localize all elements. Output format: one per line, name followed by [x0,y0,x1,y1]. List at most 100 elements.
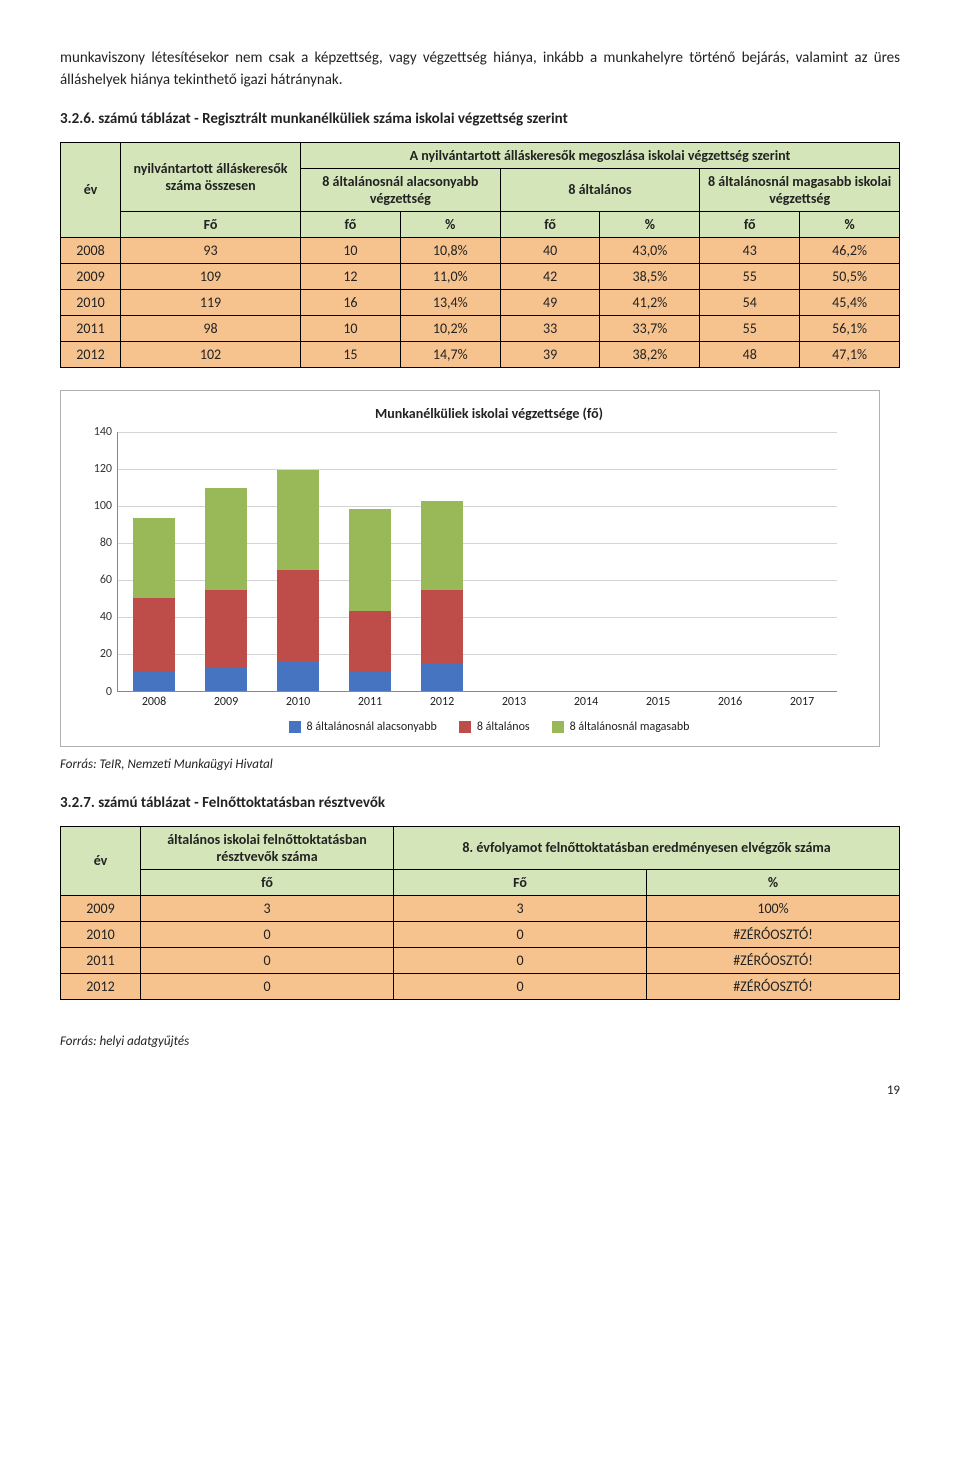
section-title-327: 3.2.7. számú táblázat - Felnőttoktatásba… [60,794,900,812]
table-cell: 2012 [61,973,141,999]
t1-sub-fo4: fő [700,211,800,237]
table-cell: 39 [500,341,600,367]
table-cell: 41,2% [600,289,700,315]
section-title-326: 3.2.6. számú táblázat - Regisztrált munk… [60,110,900,128]
legend-label-mid: 8 általános [477,720,530,734]
t1-sub-fo2: fő [301,211,401,237]
bar-segment [205,668,247,690]
y-tick-label: 0 [78,685,118,699]
legend-item-mid: 8 általános [459,720,530,734]
table-cell: 45,4% [800,289,900,315]
table-cell: 2010 [61,289,121,315]
t2-header-left: általános iskolai felnőttoktatásban rész… [141,826,394,869]
table-cell: 2011 [61,315,121,341]
table-cell: 33 [500,315,600,341]
table-cell: 2012 [61,341,121,367]
table-cell: 98 [121,315,301,341]
chart-bar [133,518,175,691]
table-cell: 3 [394,895,647,921]
table-cell: 14,7% [400,341,500,367]
x-tick-label: 2017 [772,695,832,709]
bar-segment [421,663,463,691]
table-cell: 55 [700,263,800,289]
legend-item-low: 8 általánosnál alacsonyabb [289,720,437,734]
intro-paragraph: munkaviszony létesítésekor nem csak a ké… [60,48,900,92]
table-327: év általános iskolai felnőttoktatásban r… [60,826,900,1000]
table-cell: 10 [301,315,401,341]
bar-segment [349,611,391,672]
y-tick-label: 60 [78,573,118,587]
table-cell: 10,8% [400,237,500,263]
table-cell: 13,4% [400,289,500,315]
table-row: 20101191613,4%4941,2%5445,4% [61,289,900,315]
table-cell: 49 [500,289,600,315]
bar-segment [205,590,247,668]
table-cell: 46,2% [800,237,900,263]
t2-header-ev: év [61,826,141,895]
source-note-1: Forrás: TeIR, Nemzeti Munkaügyi Hivatal [60,757,900,772]
table-cell: 2008 [61,237,121,263]
table-cell: 0 [141,947,394,973]
x-tick-label: 2010 [268,695,328,709]
t2-sub-pct: % [647,869,900,895]
table-cell: 0 [141,921,394,947]
table-cell: 15 [301,341,401,367]
chart-bar [349,509,391,691]
t1-header-total: nyilvántartott álláskeresők száma összes… [121,142,301,211]
table-cell: 102 [121,341,301,367]
table-cell: 0 [394,973,647,999]
table-cell: 42 [500,263,600,289]
table-cell: 2010 [61,921,141,947]
legend-label-low: 8 általánosnál alacsonyabb [307,720,437,734]
table-cell: 2009 [61,895,141,921]
x-tick-label: 2013 [484,695,544,709]
table-cell: 2011 [61,947,141,973]
y-tick-label: 40 [78,610,118,624]
t2-header-right: 8. évfolyamot felnőttoktatásban eredmény… [394,826,900,869]
t1-sub-fo3: fő [500,211,600,237]
table-row: 201000#ZÉRÓOSZTÓ! [61,921,900,947]
t1-sub-pct2: % [600,211,700,237]
table-cell: 43 [700,237,800,263]
table-cell: 2009 [61,263,121,289]
table-cell: 56,1% [800,315,900,341]
table-cell: 3 [141,895,394,921]
bar-segment [349,672,391,691]
t2-sub-fo: fő [141,869,394,895]
x-tick-label: 2012 [412,695,472,709]
table-cell: 48 [700,341,800,367]
chart-container: Munkanélküliek iskolai végzettsége (fő) … [60,390,880,747]
bar-segment [133,598,175,672]
legend-item-high: 8 általánosnál magasabb [552,720,690,734]
t1-sub-fo1: Fő [121,211,301,237]
chart-bar [205,488,247,690]
x-tick-label: 2016 [700,695,760,709]
y-tick-label: 20 [78,647,118,661]
table-cell: 10,2% [400,315,500,341]
table-cell: 38,2% [600,341,700,367]
bar-segment [277,661,319,691]
table-cell: 0 [394,921,647,947]
y-tick-label: 80 [78,536,118,550]
y-tick-label: 120 [78,462,118,476]
page-number: 19 [60,1083,900,1098]
bar-segment [421,590,463,662]
table-cell: 40 [500,237,600,263]
bar-segment [349,509,391,611]
table-cell: 55 [700,315,800,341]
bar-segment [421,501,463,590]
table-cell: 0 [141,973,394,999]
table-cell: #ZÉRÓOSZTÓ! [647,921,900,947]
table-cell: 43,0% [600,237,700,263]
table-cell: #ZÉRÓOSZTÓ! [647,973,900,999]
chart-plot: 0204060801001201402008200920102011201220… [117,432,837,692]
table-cell: 11,0% [400,263,500,289]
table-row: 2008931010,8%4043,0%4346,2% [61,237,900,263]
t1-header-ev: év [61,142,121,237]
x-tick-label: 2014 [556,695,616,709]
table-row: 200933100% [61,895,900,921]
t1-header-mid: 8 általános [500,168,700,211]
table-row: 201100#ZÉRÓOSZTÓ! [61,947,900,973]
table-cell: 119 [121,289,301,315]
t1-header-group: A nyilvántartott álláskeresők megoszlása… [301,142,900,168]
